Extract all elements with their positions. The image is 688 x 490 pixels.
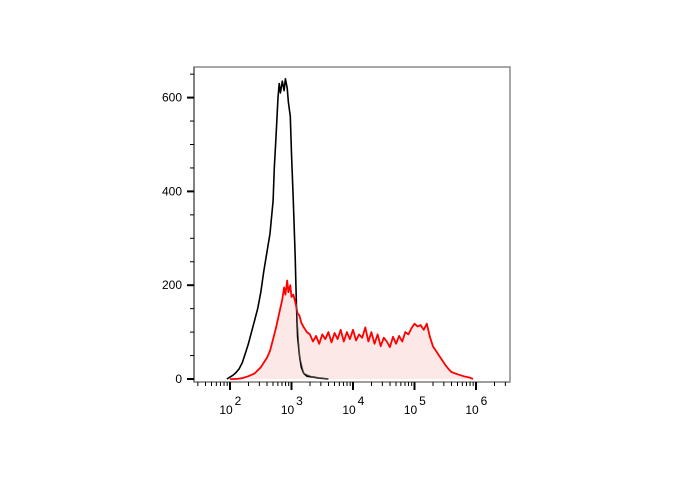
x-tick-label: 10 <box>404 403 418 417</box>
plot-frame <box>193 66 511 383</box>
y-tick-label: 200 <box>162 278 182 292</box>
stained-line <box>230 279 474 380</box>
x-tick-exponent: 6 <box>481 394 488 408</box>
y-tick-label: 400 <box>162 184 182 198</box>
x-tick-label: 10 <box>219 403 233 417</box>
control-tail-line <box>296 303 329 380</box>
x-tick-exponent: 4 <box>358 394 365 408</box>
x-tick-exponent: 5 <box>419 394 426 408</box>
x-tick-exponent: 2 <box>235 394 242 408</box>
y-axis: 0 200 400 600 <box>162 67 195 386</box>
x-tick-exponent: 3 <box>296 394 303 408</box>
y-tick-label: 0 <box>175 372 182 386</box>
series-fills <box>230 280 473 379</box>
x-tick-label: 10 <box>465 403 479 417</box>
y-tick-label: 600 <box>162 91 182 105</box>
x-tick-label: 10 <box>281 403 295 417</box>
stained-fill <box>230 280 473 379</box>
x-tick-label: 10 <box>342 403 356 417</box>
series-lines <box>226 78 474 380</box>
